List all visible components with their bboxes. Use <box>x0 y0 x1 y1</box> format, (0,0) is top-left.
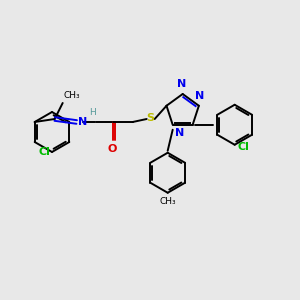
Text: S: S <box>147 113 155 123</box>
Text: CH₃: CH₃ <box>159 197 176 206</box>
Text: N: N <box>195 91 205 101</box>
Text: N: N <box>177 79 186 89</box>
Text: CH₃: CH₃ <box>64 91 80 100</box>
Text: Cl: Cl <box>238 142 250 152</box>
Text: N: N <box>78 117 87 127</box>
Text: O: O <box>108 144 117 154</box>
Text: Cl: Cl <box>39 147 51 157</box>
Text: N: N <box>175 128 184 138</box>
Text: H: H <box>89 108 96 117</box>
